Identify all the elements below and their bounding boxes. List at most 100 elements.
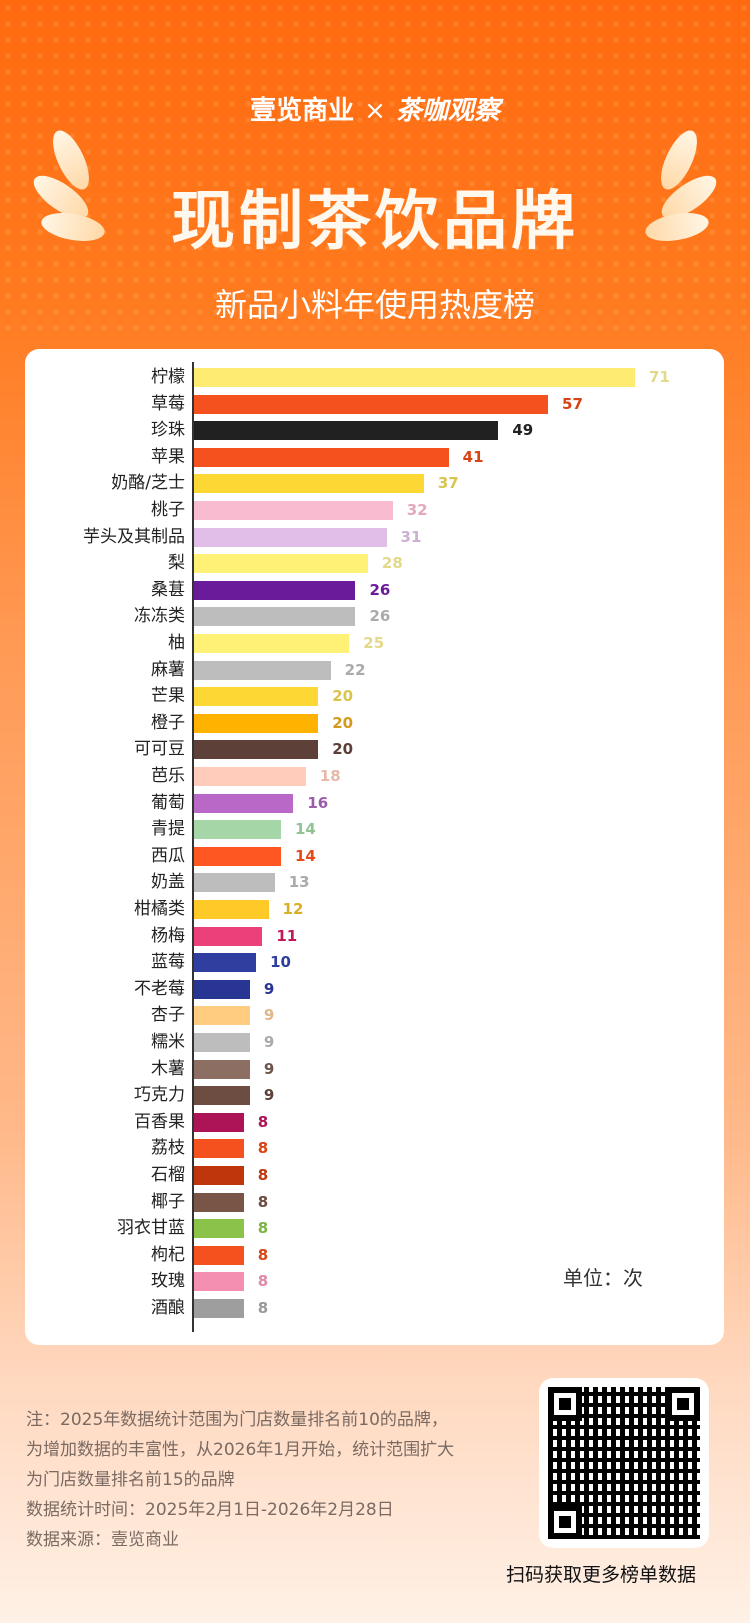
category-label: 杏子 [151,1005,185,1026]
data-source: 数据来源：壹览商业 [26,1530,179,1550]
bar [194,767,306,786]
qr-code[interactable] [539,1378,709,1548]
bar [194,979,250,999]
bar [194,1033,250,1052]
bar [194,740,319,760]
bar [194,1112,244,1132]
bar-row: 麻薯 22 [0,659,750,681]
value-label: 22 [344,660,366,679]
value-label: 28 [381,554,403,573]
category-label: 桃子 [151,500,185,520]
bar [194,554,368,574]
note-line: 注：2025年数据统计范围为门店数量排名前10的品牌， [26,1410,448,1430]
category-label: 木薯 [151,1058,185,1079]
category-label: 梨 [168,553,185,574]
bar [194,1006,250,1026]
value-label: 8 [257,1272,269,1291]
category-label: 葡萄 [151,792,185,813]
category-label: 青提 [151,819,185,840]
bar [194,900,269,919]
category-label: 苹果 [151,446,185,467]
brand-header: 壹览商业 × 茶咖观察 [0,90,750,127]
value-label: 8 [257,1139,269,1158]
value-label: 16 [307,793,329,812]
bar [194,580,356,600]
bar-row: 百香果 8 [0,1111,750,1133]
bar-row: 青提 14 [0,818,750,840]
category-label: 珍珠 [151,420,185,441]
bar-row: 草莓 57 [0,393,750,415]
page-subtitle: 新品小料年使用热度榜 [214,286,535,324]
category-label: 羽衣甘蓝 [117,1218,185,1239]
bar-row: 椰子 8 [0,1191,750,1213]
bar-row: 可可豆 20 [0,738,750,760]
bar-row: 奶酪/芝士 37 [0,472,750,494]
bar-row: 木薯 9 [0,1058,750,1080]
y-axis-line [192,362,194,1332]
value-label: 31 [400,527,422,546]
category-label: 橙子 [151,712,185,733]
category-label: 柚 [168,633,185,653]
bar-row: 酒酿 8 [0,1297,750,1319]
value-label: 12 [282,900,304,918]
value-label: 25 [363,634,385,652]
bar [194,394,549,414]
bar [194,926,263,946]
bar [194,368,635,387]
dotted-background [0,0,750,340]
collab-x: × [364,96,386,126]
bar-row: 珍珠 49 [0,419,750,441]
value-label: 9 [263,979,275,998]
bar-row: 柑橘类 12 [0,898,750,920]
category-label: 酒酿 [151,1298,185,1318]
bar [194,1166,244,1185]
footnote: 注：2025年数据统计范围为门店数量排名前10的品牌， 为增加数据的丰富性，从2… [26,1405,531,1555]
bar-row: 玫瑰 8 [0,1270,750,1292]
brand-logo-yilan: 壹览商业 [250,96,355,126]
value-label: 11 [276,926,298,945]
category-label: 枸杞 [151,1244,185,1265]
bar-row: 桑葚 26 [0,579,750,601]
bar-row: 杨梅 11 [0,925,750,947]
bar-row: 冻冻类 26 [0,605,750,627]
bar-row: 柠檬 71 [0,366,750,388]
bar [194,687,319,707]
bar-row: 西瓜 14 [0,845,750,867]
qr-finder-icon [666,1387,700,1421]
qr-finder-icon [548,1387,582,1421]
value-label: 71 [649,368,670,386]
bar [194,447,449,467]
qr-finder-icon [548,1505,582,1539]
category-label: 糯米 [151,1032,185,1052]
bar [194,1139,244,1159]
value-label: 8 [257,1112,269,1131]
bar-row: 奶盖 13 [0,871,750,893]
bar [194,607,356,627]
category-label: 草莓 [151,393,185,414]
bar [194,846,281,866]
value-label: 37 [437,474,459,493]
bar-row: 芋头及其制品 31 [0,526,750,548]
value-label: 26 [369,580,391,599]
bar [194,953,257,973]
bar-row: 杏子 9 [0,1004,750,1026]
bar-row: 梨 28 [0,552,750,574]
category-label: 石榴 [151,1165,185,1185]
bar-row: 桃子 32 [0,499,750,521]
bar-row: 芭乐 18 [0,765,750,787]
qr-caption: 扫码获取更多榜单数据 [506,1564,697,1586]
value-label: 10 [270,953,291,972]
bar-row: 葡萄 16 [0,792,750,814]
bar-row: 枸杞 8 [0,1244,750,1266]
bar-row: 巧克力 9 [0,1084,750,1106]
category-label: 麻薯 [151,659,185,680]
value-label: 9 [263,1033,275,1051]
bar [194,421,499,441]
value-label: 14 [294,820,316,839]
bar-row: 荔枝 8 [0,1137,750,1159]
bar-row: 糯米 9 [0,1031,750,1053]
bar-row: 橙子 20 [0,712,750,734]
bar [194,501,393,520]
category-label: 芋头及其制品 [83,526,185,547]
bar [194,474,424,494]
